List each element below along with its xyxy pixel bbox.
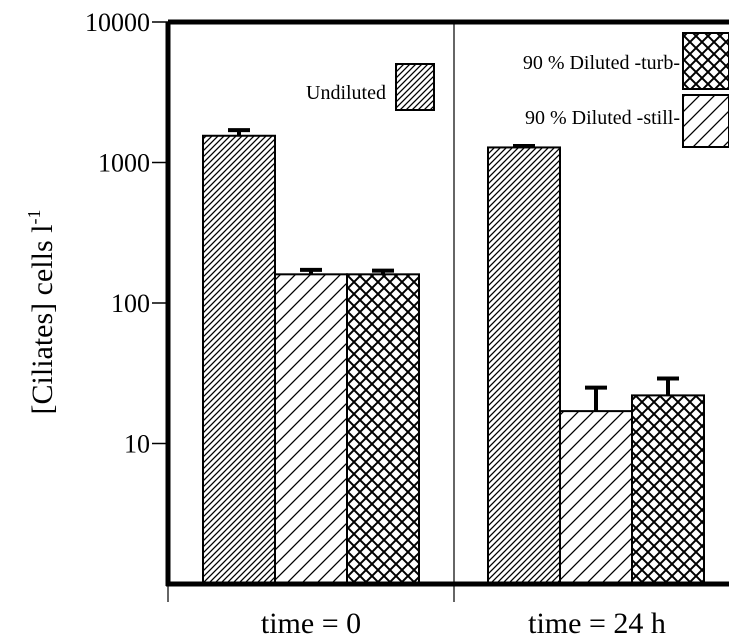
bar-1-1 [202, 134, 276, 585]
y-axis-label: [Ciliates] cells l-1 [24, 210, 59, 415]
bar-1-3 [346, 273, 420, 585]
legend-label-2: 90 % Diluted -still- [525, 107, 680, 129]
legend-swatch-1 [395, 63, 435, 111]
legend-label-3: 90 % Diluted -turb- [523, 52, 680, 74]
legend-swatch-2 [682, 94, 729, 148]
y-tick-label-1000: 1000 [98, 149, 150, 178]
y-tick-label-100: 100 [111, 289, 150, 318]
legend: Undiluted 90 % Diluted -still- 90 % Dilute… [306, 32, 729, 148]
bar-2-3 [631, 394, 705, 585]
x-category-labels: time = 0 time = 24 h [261, 607, 666, 640]
legend-swatch-3 [682, 32, 729, 90]
legend-label-1: Undiluted [306, 82, 386, 104]
bar-2-1 [487, 146, 561, 585]
error-bars-layer [228, 128, 679, 412]
axes-layer [165, 19, 729, 602]
bar-1-2 [274, 273, 348, 585]
y-ticks-layer: 10 100 1000 10000 [85, 8, 168, 459]
category-label-1: time = 0 [261, 607, 361, 640]
bar-2-2 [559, 410, 633, 585]
y-tick-label-10: 10 [124, 430, 150, 459]
y-tick-label-10000: 10000 [85, 8, 150, 37]
category-label-2: time = 24 h [528, 607, 666, 640]
